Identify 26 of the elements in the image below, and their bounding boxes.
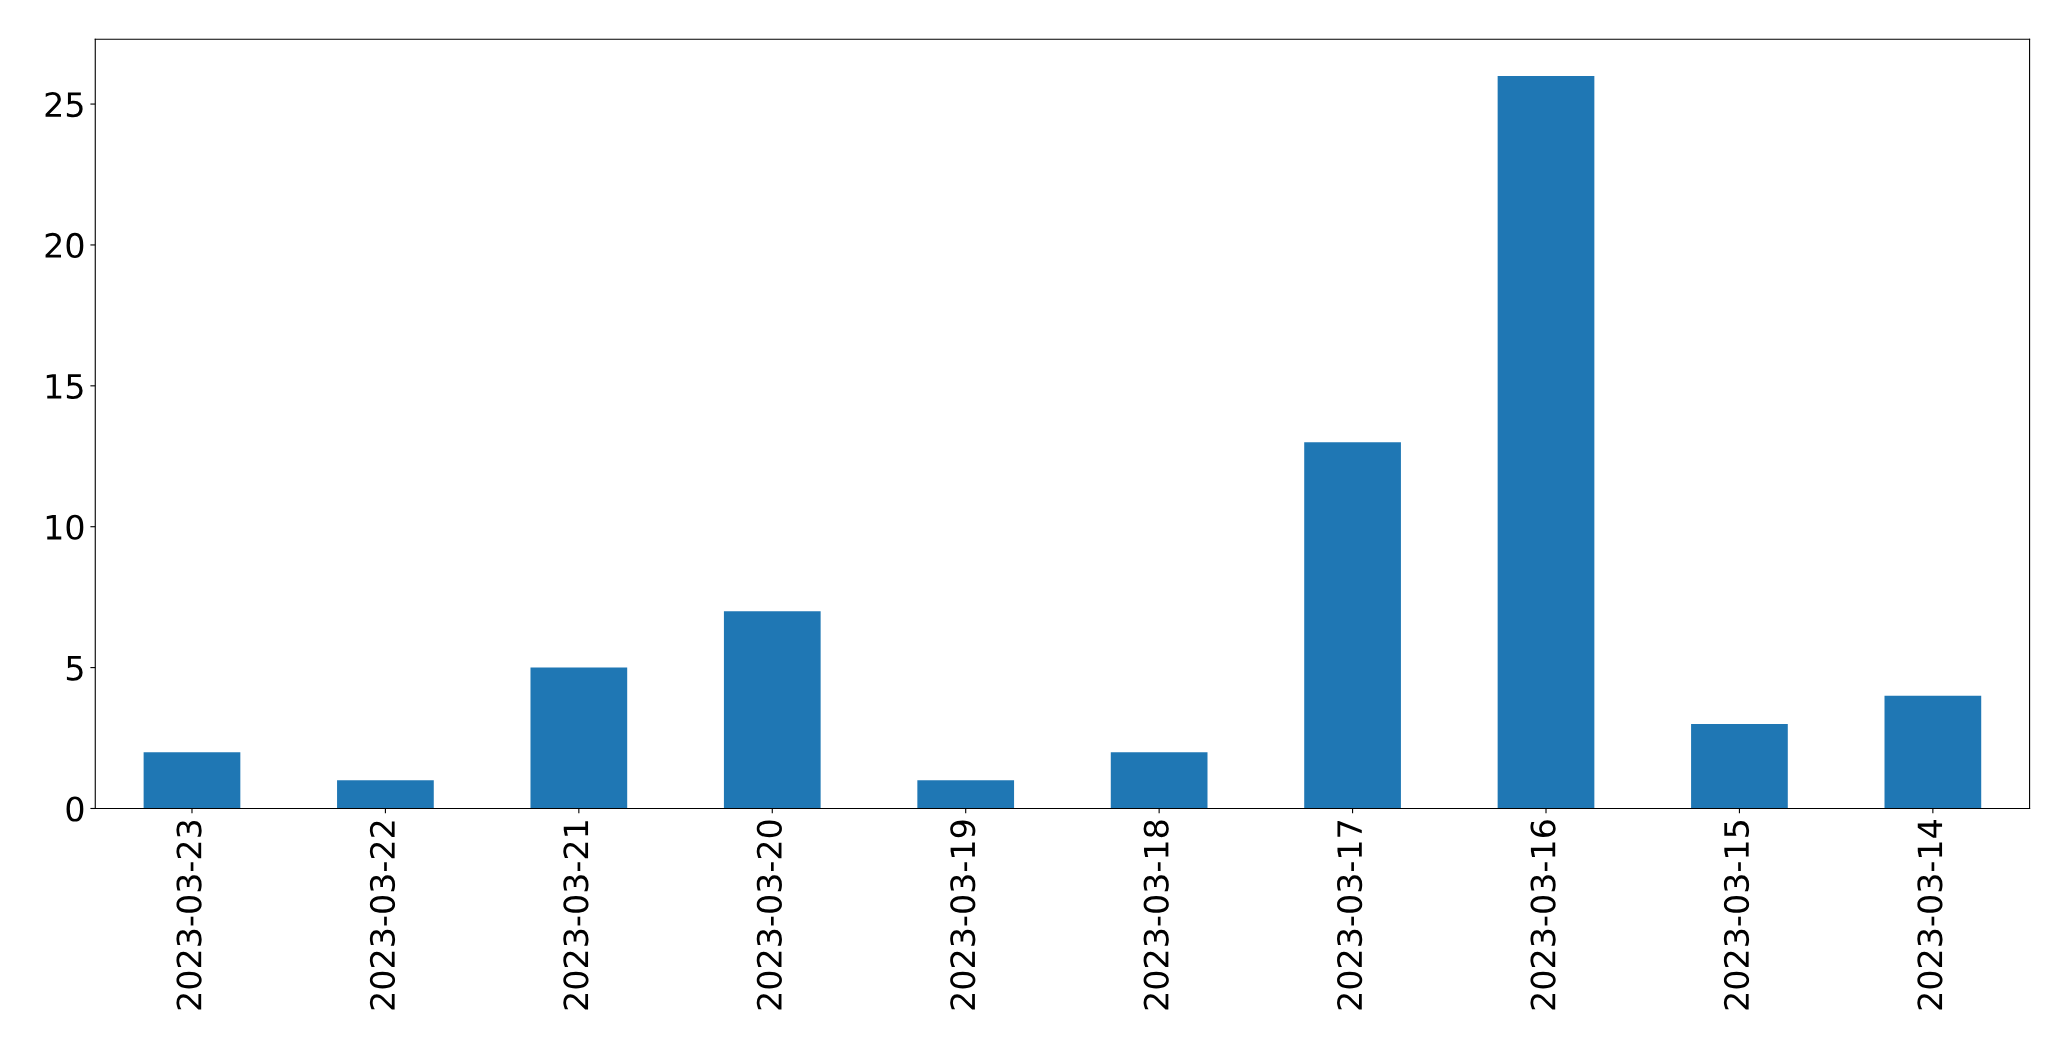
x-tick-label: 2023-03-16	[1530, 820, 1556, 1010]
x-tick-label: 2023-03-14	[1917, 820, 1943, 1010]
bar	[1691, 723, 1788, 809]
bar	[1497, 75, 1595, 809]
x-tick-label: 2023-03-15	[1723, 821, 1750, 1010]
x-tick-label: 2023-03-23	[176, 820, 202, 1010]
x-tick-label: 2023-03-19	[950, 820, 976, 1010]
bar	[917, 780, 1015, 809]
x-tick-label: 2023-03-21	[563, 821, 589, 1010]
x-tick-label: 2023-03-18	[1143, 820, 1169, 1010]
bar	[337, 780, 434, 809]
y-tick-label: 0	[66, 796, 84, 822]
x-tick-label: 2023-03-22	[369, 821, 396, 1010]
y-tick-label: 25	[45, 91, 83, 118]
y-tick-label: 10	[46, 514, 84, 540]
bar	[143, 752, 241, 809]
bar	[723, 611, 821, 809]
bar	[1884, 695, 1982, 809]
y-tick-label: 20	[45, 232, 84, 259]
bar	[530, 667, 628, 809]
x-tick-label: 2023-03-17	[1337, 821, 1363, 1010]
y-tick-label: 5	[66, 655, 83, 681]
x-tick-label: 2023-03-20	[756, 820, 782, 1010]
y-tick-label: 15	[46, 374, 83, 399]
bar	[1110, 752, 1208, 809]
bar	[1304, 442, 1401, 809]
